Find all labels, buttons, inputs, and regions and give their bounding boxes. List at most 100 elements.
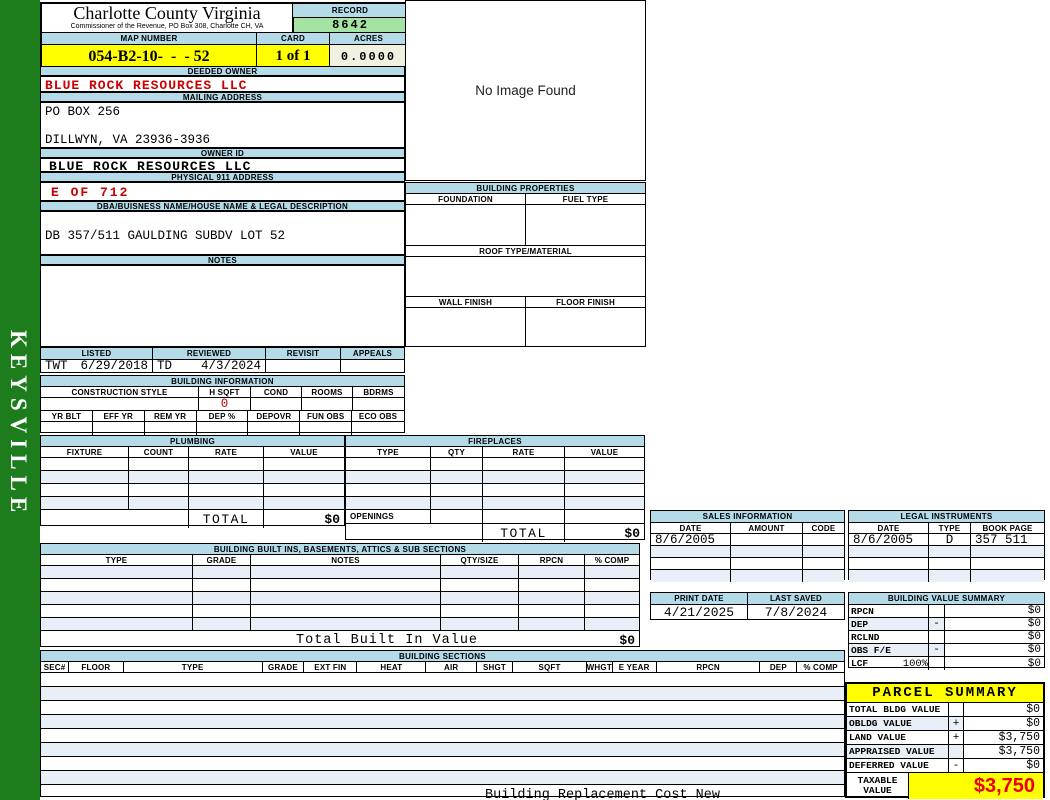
table-cell [565, 484, 644, 497]
table-cell [441, 592, 519, 605]
table-cell [441, 579, 519, 592]
bvs-value: $0 [1027, 657, 1041, 670]
column-header: COUNT [129, 447, 189, 458]
bvs-lcf-pct: 100% [902, 657, 928, 670]
bvs-label: OBS F/E [849, 644, 929, 657]
table-cell [193, 566, 251, 579]
parcel-value: $3,750 [964, 745, 1043, 759]
legal-instruments-title: LEGAL INSTRUMENTS [849, 511, 1044, 523]
column-header: SHGT [476, 662, 514, 673]
table-cell [251, 398, 302, 411]
building-value-summary-title: BUILDING VALUE SUMMARY [849, 593, 1044, 605]
bvs-value: $0 [945, 618, 1044, 631]
table-cell [129, 471, 189, 484]
table-cell [129, 497, 189, 510]
table-cell [145, 422, 197, 435]
last-saved-value: 7/8/2024 [764, 605, 828, 619]
record-number: 8642 [293, 18, 407, 33]
bvs-value: $0 [945, 631, 1044, 644]
building-information-table: BUILDING INFORMATION CONSTRUCTION STYLE … [40, 375, 405, 435]
replacement-cost-label: Building Replacement Cost New [485, 788, 720, 800]
county-subtitle: Commissioner of the Revenue, PO Box 308,… [70, 23, 264, 30]
table-cell [431, 458, 483, 471]
table-cell [264, 484, 344, 497]
column-header: RATE [189, 447, 264, 458]
revisit-value [266, 360, 341, 372]
instrument-date: 8/6/2005 [849, 534, 929, 546]
physical-address-value: E OF 712 [40, 182, 405, 201]
district-sidebar: KEYSVILLE [0, 0, 40, 800]
table-cell [41, 484, 129, 497]
deeded-owner-label: DEEDED OWNER [40, 66, 405, 76]
table-cell [197, 422, 249, 435]
mailing-address-line1: PO BOX 256 [45, 105, 121, 119]
foundation-label: FOUNDATION [406, 194, 526, 205]
wall-finish-label: WALL FINISH [406, 297, 526, 308]
last-saved-label: LAST SAVED [748, 593, 844, 605]
header-block: Charlotte County Virginia Commissioner o… [40, 2, 407, 68]
table-cell [41, 510, 189, 528]
hsqft-value: 0 [199, 398, 251, 411]
table-cell [929, 558, 971, 570]
table-cell [585, 592, 639, 605]
column-header: TYPE [346, 447, 431, 458]
table-cell [651, 558, 731, 570]
appeals-value [341, 360, 404, 372]
table-cell [519, 605, 585, 618]
table-cell [352, 422, 404, 435]
table-cell [585, 566, 639, 579]
fireplaces-table: FIREPLACES TYPE QTY RATE VALUE OPENINGS … [345, 435, 645, 542]
floor-finish-label: FLOOR FINISH [526, 297, 645, 308]
table-row [41, 701, 844, 715]
parcel-op: + [949, 717, 964, 731]
table-row [41, 673, 844, 687]
table-cell [251, 618, 441, 631]
plumbing-total-value: $0 [324, 511, 340, 527]
district-banner-text: KEYSVILLE [6, 330, 31, 519]
notes-box [40, 265, 405, 347]
plumbing-title: PLUMBING [41, 436, 344, 447]
table-cell [129, 458, 189, 471]
wall-finish-value [406, 308, 526, 347]
table-cell [41, 458, 129, 471]
column-header: % COMP [585, 555, 639, 566]
table-cell [971, 546, 1044, 558]
parcel-summary-title: PARCEL SUMMARY [847, 684, 1043, 703]
table-cell [431, 484, 483, 497]
print-info-table: PRINT DATE LAST SAVED 4/21/2025 7/8/2024 [650, 592, 845, 620]
instrument-type: D [929, 534, 971, 546]
acres-label: ACRES [330, 33, 407, 45]
table-cell [483, 471, 565, 484]
table-cell [129, 484, 189, 497]
parcel-label: TOTAL BLDG VALUE [847, 703, 949, 717]
table-cell [193, 579, 251, 592]
table-cell [193, 605, 251, 618]
table-cell [731, 558, 803, 570]
appeals-label: APPEALS [341, 348, 404, 360]
mailing-address-box: PO BOX 256 DILLWYN, VA 23936-3936 [40, 102, 405, 148]
fireplaces-total-label: TOTAL [483, 524, 565, 542]
table-cell [849, 546, 929, 558]
parcel-op [949, 745, 964, 759]
table-cell [346, 458, 431, 471]
table-cell [519, 566, 585, 579]
table-cell [803, 546, 844, 558]
building-value-summary-table: BUILDING VALUE SUMMARY RPCN $0 DEP - $0 … [848, 592, 1045, 670]
plumbing-total-label: TOTAL [189, 510, 264, 528]
table-cell [251, 605, 441, 618]
built-ins-table: BUILDING BUILT INS, BASEMENTS, ATTICS & … [40, 543, 640, 648]
openings-qty [431, 510, 483, 524]
table-cell [193, 592, 251, 605]
card-label: CARD [257, 33, 330, 45]
table-cell [483, 510, 565, 524]
visits-table: LISTED REVIEWED REVISIT APPEALS TWT 6/29… [40, 347, 405, 373]
table-cell [565, 510, 644, 524]
column-header: DATE [651, 523, 731, 534]
dba-label: DBA/BUISNESS NAME/HOUSE NAME & LEGAL DES… [40, 201, 405, 211]
table-cell [971, 558, 1044, 570]
building-properties-title: BUILDING PROPERTIES [406, 183, 645, 194]
table-cell [251, 579, 441, 592]
table-cell [929, 546, 971, 558]
parcel-summary-table: PARCEL SUMMARY TOTAL BLDG VALUE $0 OBLDG… [845, 682, 1045, 799]
